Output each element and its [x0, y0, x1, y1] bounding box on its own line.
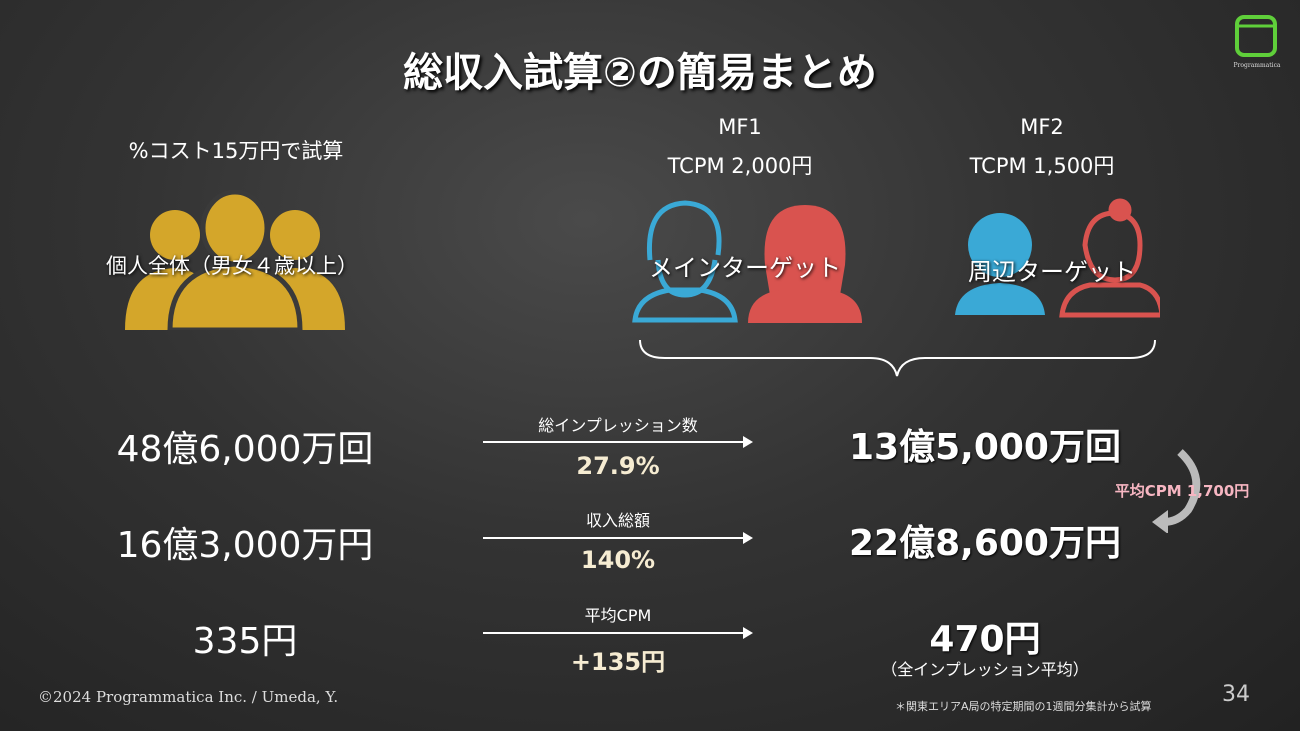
mf1-target: メインターゲット — [649, 254, 841, 282]
arrow-icon — [483, 436, 753, 448]
arrow-icon — [483, 627, 753, 639]
avg-cpm-left: 335円 — [192, 621, 298, 662]
mf1-name: MF1 — [718, 115, 762, 139]
arrow-icon — [483, 532, 753, 544]
row-label: 総インプレッション数 — [538, 416, 698, 435]
change-value: +135円 — [570, 648, 666, 676]
brace — [639, 339, 1156, 377]
change-value: 140% — [580, 546, 656, 574]
total-revenue-left: 16億3,000万円 — [116, 525, 374, 566]
total-impressions-right: 13億5,000万回 — [849, 427, 1121, 468]
total-revenue-right: 22億8,600万円 — [849, 523, 1121, 564]
logo: Programmatica — [1232, 14, 1282, 70]
female-icon — [748, 205, 862, 323]
mf2-tcpm: TCPM 1,500円 — [969, 154, 1115, 178]
slide-title: 総収入試算②の簡易まとめ — [403, 50, 877, 96]
logo-icon — [1235, 15, 1277, 57]
total-impressions-left: 48億6,000万回 — [116, 429, 374, 470]
page-number: 34 — [1222, 682, 1250, 707]
male-icon — [955, 213, 1045, 315]
row-label: 収入総額 — [585, 511, 651, 530]
row-label: 平均CPM — [584, 606, 652, 625]
segment-label: 個人全体（男女４歳以上） — [106, 254, 358, 278]
female-icon — [1059, 198, 1160, 318]
avg-cpm-callout: 平均CPM 1,700円 — [1114, 482, 1250, 500]
avg-cpm-note-right: （全インプレッション平均） — [881, 660, 1089, 679]
target-people-icons — [632, 198, 1160, 323]
mf2-name: MF2 — [1020, 115, 1064, 139]
copyright: ©2024 Programmatica Inc. / Umeda, Y. — [38, 688, 339, 706]
mf1-tcpm: TCPM 2,000円 — [667, 154, 813, 178]
footnote: ＊関東エリアA局の特定期間の1週間分集計から試算 — [895, 700, 1152, 713]
group-people-icon — [125, 190, 345, 330]
male-icon — [632, 200, 738, 323]
change-value: 27.9% — [576, 452, 660, 480]
mf2-target: 周辺ターゲット — [968, 258, 1136, 286]
cost-note: %コスト15万円で試算 — [128, 139, 344, 163]
curved-arrow-icon — [1152, 449, 1201, 533]
avg-cpm-right: 470円 — [929, 619, 1041, 660]
